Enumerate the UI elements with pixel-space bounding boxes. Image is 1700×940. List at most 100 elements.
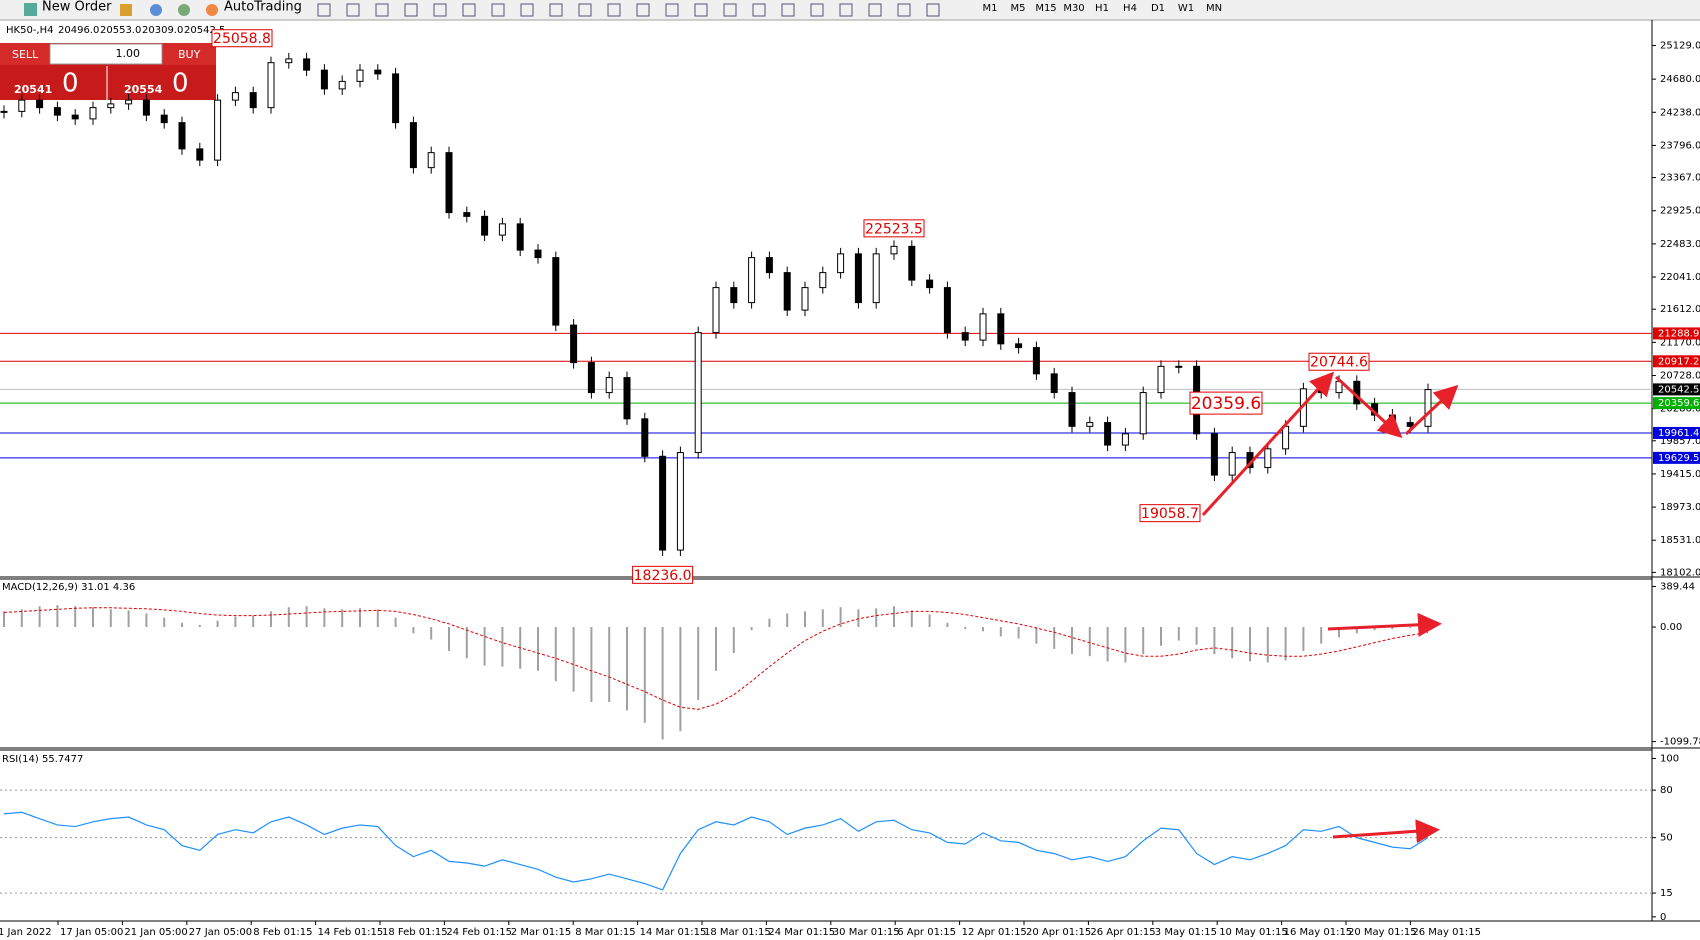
timeframe-button[interactable]: H4 — [1123, 3, 1137, 14]
candle-body — [36, 99, 44, 109]
candle-body — [516, 223, 524, 251]
sell-button[interactable] — [0, 43, 49, 65]
toolbar-icon[interactable] — [404, 3, 418, 17]
time-label: 8 Feb 01:15 — [253, 927, 312, 938]
candle-body — [979, 313, 987, 341]
candle-body — [712, 287, 720, 334]
toolbar-icon[interactable] — [926, 3, 940, 17]
timeframe-button[interactable]: M30 — [1063, 3, 1084, 14]
time-label: 30 Mar 01:15 — [833, 927, 900, 938]
toolbar-icon[interactable] — [781, 3, 795, 17]
toolbar-icon[interactable] — [375, 3, 389, 17]
time-label: 27 Jan 05:00 — [189, 927, 252, 938]
candle-body — [1121, 433, 1129, 446]
sell-pips[interactable]: 0 — [62, 69, 79, 99]
toolbar-icon[interactable] — [810, 3, 824, 17]
toolbar-icon[interactable] — [636, 3, 650, 17]
candle-body — [1157, 365, 1165, 394]
one-click-trading-panel: SELL 1.00 BUY 20541 0 20554 0 — [0, 43, 216, 100]
candle-body — [1424, 389, 1432, 427]
toolbar-icon[interactable] — [578, 3, 592, 17]
time-label: 10 May 01:15 — [1219, 927, 1288, 938]
toolbar-icon[interactable] — [694, 3, 708, 17]
candle-body — [463, 212, 471, 217]
timeframe-button[interactable]: W1 — [1178, 3, 1194, 14]
sell-label[interactable]: SELL — [12, 48, 39, 61]
buy-button[interactable] — [163, 43, 216, 65]
candle-body — [623, 377, 631, 420]
time-label: 14 Mar 01:15 — [640, 927, 707, 938]
y-tick-label: 0 — [1660, 912, 1666, 923]
time-label: 20 May 01:15 — [1348, 927, 1417, 938]
toolbar-icon[interactable] — [346, 3, 360, 17]
price-tag — [1653, 327, 1700, 340]
toolbar-icon[interactable] — [868, 3, 882, 17]
price-annotation-box — [863, 219, 925, 238]
plot: 25129.0 24680.0 24238.0 23796.0 23367.0 22925… — [0, 29, 1700, 938]
trend-arrow — [1201, 371, 1335, 517]
lot-value[interactable]: 1.00 — [116, 47, 141, 60]
timeframe-button[interactable]: M5 — [1011, 3, 1026, 14]
price-tag — [1653, 397, 1700, 410]
toolbar-icon[interactable] — [317, 3, 331, 17]
candle-body — [89, 107, 97, 120]
toolbar-icon[interactable] — [607, 3, 621, 17]
toolbar-icon[interactable] — [150, 4, 162, 16]
auto-trading-icon[interactable] — [206, 4, 218, 16]
candle-body — [178, 122, 186, 150]
candle-body — [801, 287, 809, 311]
toolbar-icon[interactable] — [665, 3, 679, 17]
toolbar-icon[interactable] — [752, 3, 766, 17]
toolbar-icon[interactable] — [897, 3, 911, 17]
price-annotation-box — [1189, 391, 1263, 415]
time-label: 2 Mar 01:15 — [511, 927, 571, 938]
candle-body — [730, 287, 738, 304]
candle-body — [125, 99, 133, 105]
buy-pips[interactable]: 0 — [172, 69, 189, 99]
candle-body — [534, 249, 542, 259]
time-label: 24 Feb 01:15 — [446, 927, 512, 938]
timeframe-button[interactable]: M15 — [1035, 3, 1056, 14]
auto-trading-button[interactable]: AutoTrading — [224, 0, 302, 15]
toolbar-icon[interactable] — [178, 4, 190, 16]
price-annotation: 18236.0 — [634, 568, 692, 584]
time-label: 12 Apr 01:15 — [962, 927, 1027, 938]
candle-body — [783, 272, 791, 311]
new-order-button[interactable]: New Order — [42, 0, 112, 15]
y-tick-label: 20286.0 — [1660, 404, 1700, 415]
buy-label[interactable]: BUY — [178, 48, 201, 61]
candle-body — [552, 257, 560, 326]
candle-body — [392, 73, 400, 124]
y-tick-label: 22041.0 — [1660, 272, 1700, 283]
lot-input[interactable] — [49, 43, 163, 65]
toolbar-icon[interactable] — [520, 3, 534, 17]
toolbar-icon[interactable] — [433, 3, 447, 17]
toolbar-icon[interactable] — [549, 3, 563, 17]
sell-price[interactable]: 20541 — [14, 83, 52, 96]
y-tick-label: 21612.0 — [1660, 304, 1700, 315]
toolbar-icon[interactable] — [462, 3, 476, 17]
toolbar-icon[interactable] — [491, 3, 505, 17]
candle-body — [267, 62, 275, 109]
y-tick-label: 18531.0 — [1660, 535, 1700, 546]
candle-body — [1068, 392, 1076, 427]
ohlc-close: 20542.5 — [184, 25, 225, 36]
toolbar-icon[interactable] — [723, 3, 737, 17]
candle-body — [1282, 425, 1290, 450]
candle-body — [570, 324, 578, 364]
candle-body — [71, 114, 79, 120]
timeframe-button[interactable]: D1 — [1151, 3, 1165, 14]
timeframe-button[interactable]: M1 — [983, 3, 998, 14]
price-annotation-box — [211, 29, 273, 48]
price-annotation: 19058.7 — [1141, 506, 1199, 522]
buy-price[interactable]: 20554 — [124, 83, 163, 96]
timeframe-button[interactable]: MN — [1206, 3, 1222, 14]
new-order-icon[interactable] — [24, 3, 37, 16]
candle-body — [961, 332, 969, 341]
price-tag-label: 21288.9 — [1658, 328, 1699, 339]
y-tick-label: 0.00 — [1660, 622, 1682, 633]
toolbar-icon[interactable] — [120, 4, 132, 16]
toolbar-icon[interactable] — [839, 3, 853, 17]
timeframe-button[interactable]: H1 — [1095, 3, 1109, 14]
candle-body — [142, 99, 150, 116]
